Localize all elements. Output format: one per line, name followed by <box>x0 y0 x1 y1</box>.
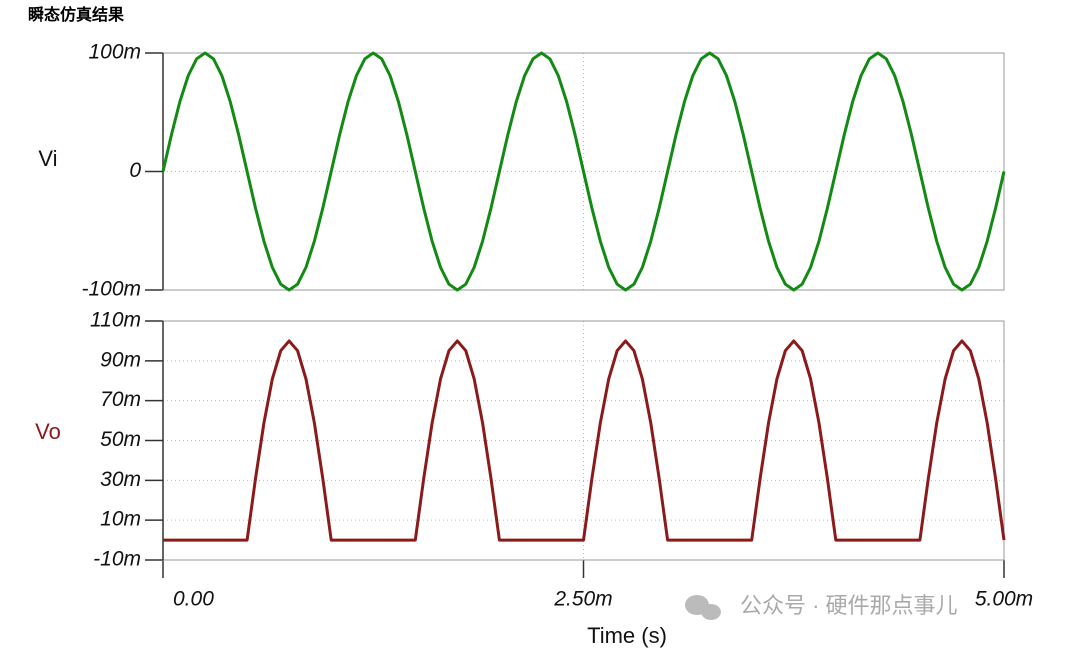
series-label: Vi <box>38 146 57 171</box>
y-tick-label: 100m <box>88 41 141 64</box>
y-tick-label: 30m <box>100 468 141 491</box>
watermark-icon <box>685 595 721 620</box>
y-tick-label: 0 <box>129 159 141 182</box>
watermark: 公众号 · 硬件那点事儿 <box>740 593 958 618</box>
x-tick-label: 0.00 <box>173 588 214 611</box>
y-tick-label: 10m <box>100 508 141 531</box>
series-line <box>163 339 1006 542</box>
x-axis-label: Time (s) <box>587 623 667 648</box>
y-tick-label: -10m <box>93 548 141 571</box>
y-tick-label: -100m <box>81 278 141 301</box>
y-tick-label: 50m <box>100 428 141 451</box>
x-tick-label: 2.50m <box>553 588 612 611</box>
y-tick-label: 90m <box>100 348 141 371</box>
x-tick-label: 5.00m <box>975 588 1033 611</box>
series-line <box>161 51 1006 292</box>
y-tick-label: 110m <box>90 309 141 332</box>
y-tick-label: 70m <box>100 388 141 411</box>
series-label: Vo <box>35 419 61 444</box>
page-title: 瞬态仿真结果 <box>28 5 124 24</box>
